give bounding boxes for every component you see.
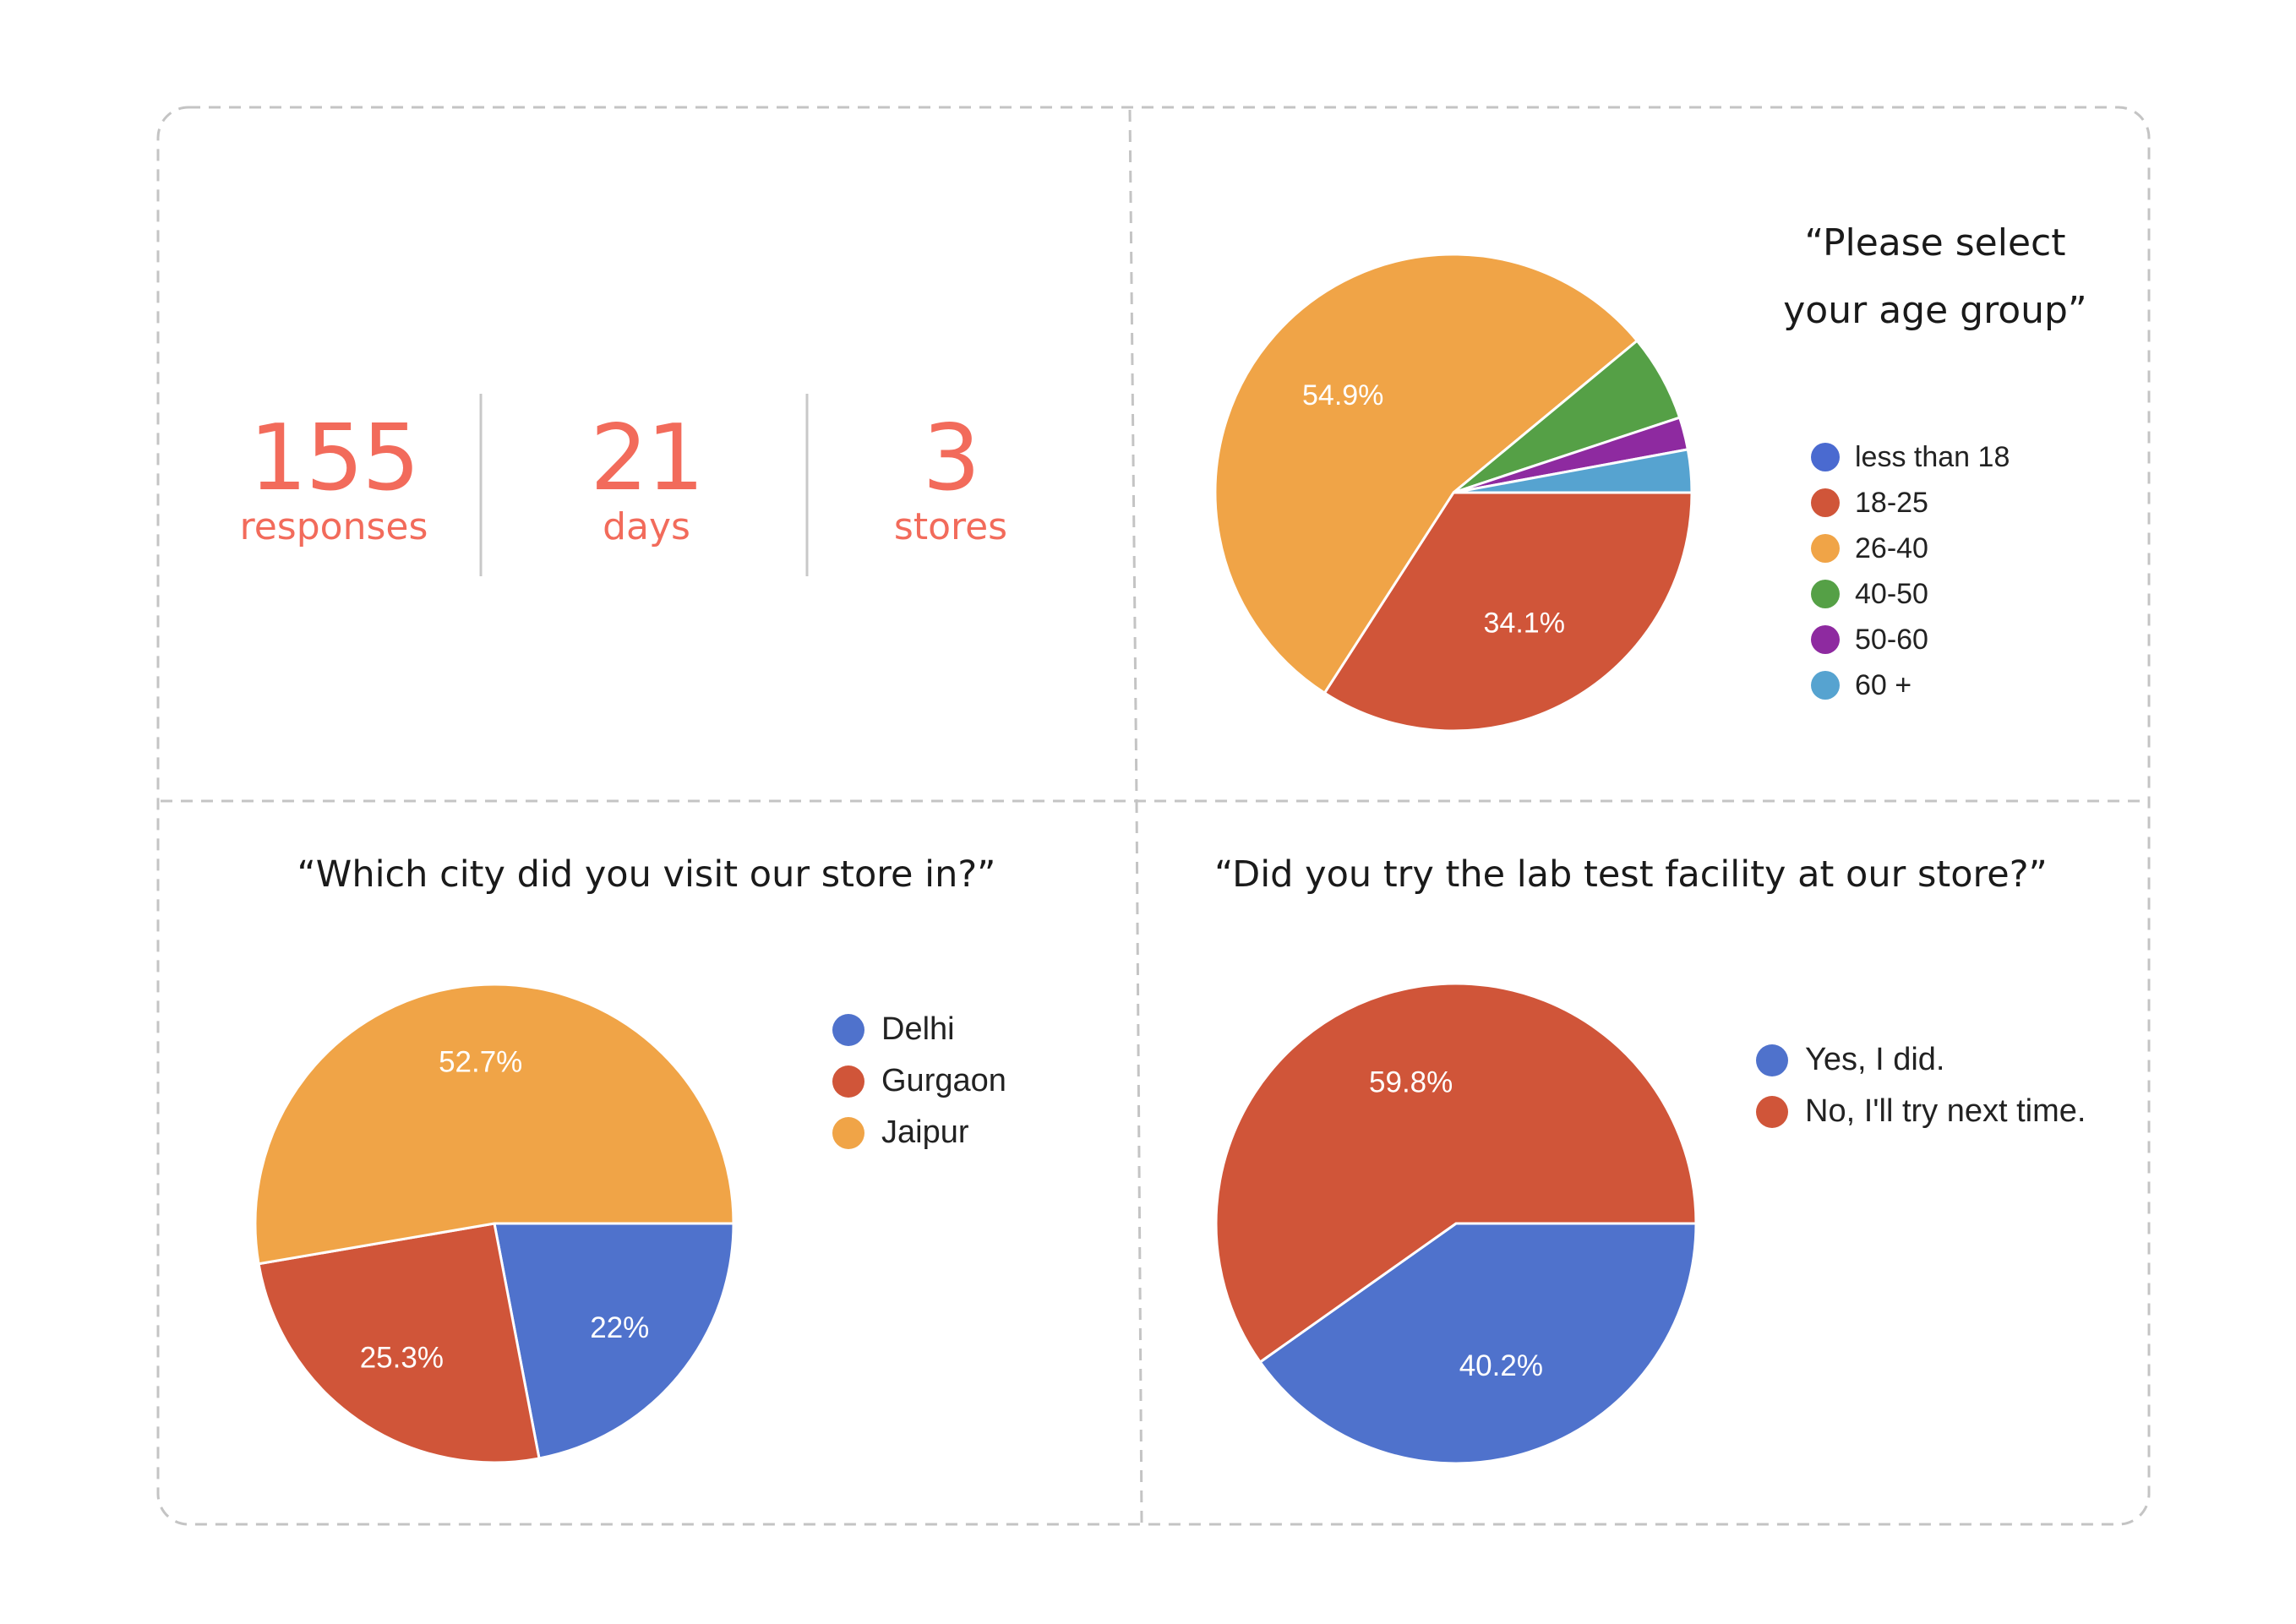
legend-swatch — [1811, 671, 1840, 700]
legend-label: 40-50 — [1855, 577, 1928, 610]
legend-swatch — [1811, 625, 1840, 654]
stat-responses: 155 responses — [211, 412, 456, 549]
legend-item-jaipur: Jaipur — [832, 1107, 1006, 1158]
stat-stores-label: stores — [893, 505, 1008, 548]
city-chart-title: “Which city did you visit our store in?” — [297, 853, 996, 896]
vertical-divider-bottom — [1135, 800, 1143, 1523]
legend-label: Jaipur — [881, 1114, 969, 1150]
legend-label: 18-25 — [1855, 486, 1928, 519]
stat-stores-value: 3 — [922, 406, 981, 511]
lab-chart-title: “Did you try the lab test facility at ou… — [1214, 853, 2048, 896]
legend-label: Yes, I did. — [1805, 1042, 1945, 1077]
legend-item-40-50: 40-50 — [1811, 571, 2010, 617]
lab-chart-legend: Yes, I did. No, I'll try next time. — [1756, 1034, 2086, 1137]
legend-item-less-than-18: less than 18 — [1811, 434, 2010, 480]
slice-label-jaipur: 52.7% — [439, 1046, 522, 1079]
legend-swatch — [832, 1065, 864, 1098]
legend-swatch — [1811, 580, 1840, 608]
legend-label: No, I'll try next time. — [1805, 1093, 2086, 1129]
pie-slice-no-i-ll-try-next-time — [1214, 982, 1698, 1365]
legend-item-60: 60 + — [1811, 662, 2010, 708]
legend-item-no-i-ll-try-next-time: No, I'll try next time. — [1756, 1086, 2086, 1137]
legend-swatch — [1811, 443, 1840, 471]
legend-label: 60 + — [1855, 668, 1912, 701]
legend-item-yes-i-did: Yes, I did. — [1756, 1034, 2086, 1086]
age-group-pie-chart: 34.1% 54.9% — [1213, 253, 1693, 733]
stat-days-label: days — [603, 505, 690, 548]
stat-responses-value: 155 — [248, 406, 420, 511]
slice-label-delhi: 22% — [590, 1311, 649, 1344]
legend-label: Delhi — [881, 1011, 955, 1047]
legend-item-50-60: 50-60 — [1811, 617, 2010, 662]
slice-label-no-i-ll-try-next-time: 59.8% — [1369, 1065, 1453, 1098]
legend-swatch — [1756, 1044, 1788, 1076]
legend-label: Gurgaon — [881, 1063, 1006, 1098]
pie-slice-gurgaon — [257, 1222, 541, 1464]
legend-label: 50-60 — [1855, 623, 1928, 656]
city-pie-chart: 22% 25.3% 52.7% — [254, 983, 735, 1464]
slice-label-18-25: 34.1% — [1484, 607, 1565, 639]
pie-slice-jaipur — [254, 983, 735, 1266]
stat-days-value: 21 — [590, 406, 704, 511]
slice-label-gurgaon: 25.3% — [360, 1341, 444, 1374]
stat-responses-label: responses — [239, 505, 428, 548]
outer-dashed-border — [156, 106, 2151, 1526]
city-chart-legend: Delhi Gurgaon Jaipur — [832, 1004, 1006, 1158]
legend-label: less than 18 — [1855, 440, 2010, 473]
age-chart-legend: less than 18 18-25 26-40 40-50 50-60 60 + — [1811, 434, 2010, 708]
stat-stores: 3 stores — [845, 412, 1056, 549]
age-chart-title-line2: your age group” — [1783, 289, 2087, 332]
vertical-divider-top — [1128, 109, 1138, 802]
stat-days: 21 days — [541, 412, 752, 549]
legend-swatch — [1811, 534, 1840, 563]
pie-slice-60 — [1453, 448, 1693, 494]
legend-item-26-40: 26-40 — [1811, 526, 2010, 571]
age-chart-title-line1: “Please select — [1804, 221, 2066, 264]
slice-label-26-40: 54.9% — [1302, 379, 1383, 411]
pie-slice-26-40 — [1213, 253, 1639, 695]
legend-item-18-25: 18-25 — [1811, 480, 2010, 526]
pie-slice-yes-i-did — [1258, 1222, 1698, 1465]
legend-item-delhi: Delhi — [832, 1004, 1006, 1055]
lab-test-pie-chart: 40.2% 59.8% — [1214, 982, 1698, 1465]
legend-item-gurgaon: Gurgaon — [832, 1055, 1006, 1107]
pie-slice-delhi — [493, 1222, 735, 1460]
legend-swatch — [1811, 488, 1840, 517]
slice-label-yes-i-did: 40.2% — [1459, 1349, 1543, 1382]
legend-swatch — [832, 1116, 864, 1149]
legend-swatch — [832, 1013, 864, 1046]
legend-label: 26-40 — [1855, 531, 1928, 564]
legend-swatch — [1756, 1095, 1788, 1128]
age-chart-title: “Please select your age group” — [1715, 210, 2155, 345]
